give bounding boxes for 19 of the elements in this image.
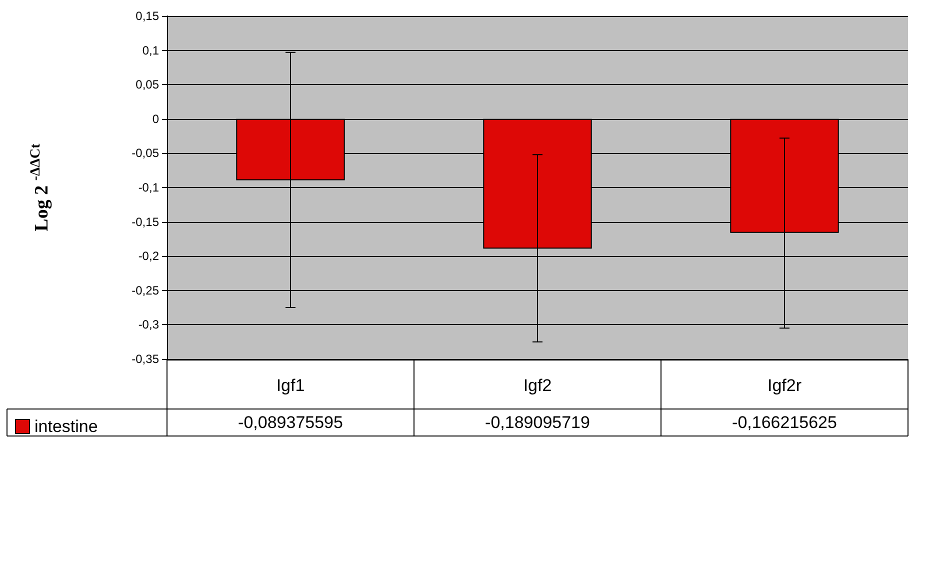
legend-label: intestine	[34, 417, 98, 436]
x-tick-label: Igf1	[276, 376, 305, 395]
y-tick-label: -0,25	[132, 283, 160, 298]
y-tick-label: -0,1	[138, 180, 160, 194]
y-tick-label: -0,35	[132, 352, 160, 366]
y-tick-label: -0,2	[138, 249, 160, 264]
y-tick-label: 0,05	[136, 78, 160, 92]
x-tick-label: Igf2	[523, 376, 552, 395]
data-label: -0,189095719	[485, 413, 590, 432]
y-tick-label: -0,3	[138, 318, 160, 332]
y-tick-label: -0,15	[132, 214, 160, 229]
x-tick-label: Igf2r	[767, 376, 802, 395]
y-tick-label: 0,1	[142, 43, 160, 58]
y-tick-label: 0	[152, 112, 160, 126]
y-tick-label: 0,15	[136, 9, 160, 23]
y-axis-title: Log 2 -ΔΔCt	[28, 143, 52, 232]
y-tick-label: -0,05	[132, 146, 160, 160]
data-label: -0,166215625	[732, 413, 837, 432]
data-label: -0,089375595	[238, 413, 343, 432]
